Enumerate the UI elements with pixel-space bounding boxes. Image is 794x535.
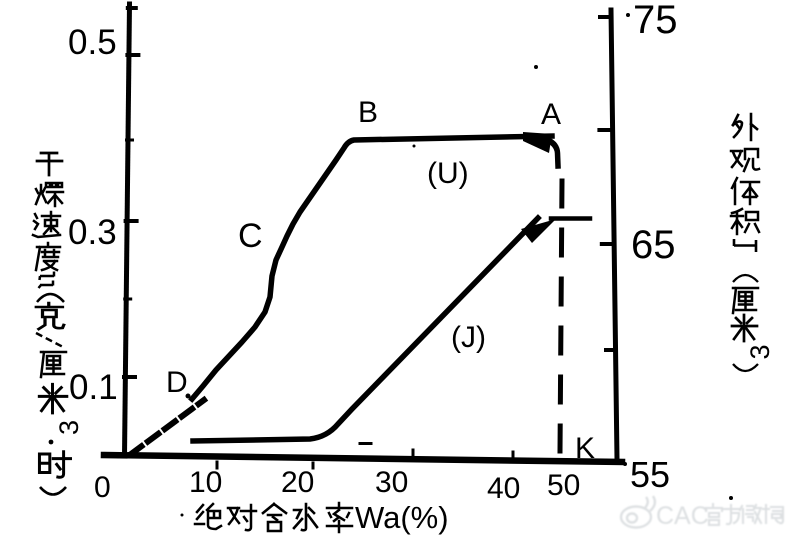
svg-text:0.3: 0.3	[68, 213, 117, 252]
svg-text:3: 3	[745, 344, 775, 359]
svg-text:D: D	[166, 366, 188, 399]
svg-text:20: 20	[281, 466, 314, 499]
svg-text:3: 3	[54, 420, 84, 435]
svg-text:0.5: 0.5	[68, 23, 117, 62]
svg-text:A: A	[541, 98, 561, 131]
svg-text:40: 40	[487, 472, 520, 505]
svg-text:75: 75	[633, 0, 678, 42]
svg-text:CAC: CAC	[656, 502, 709, 530]
svg-text:0.1: 0.1	[69, 368, 118, 407]
svg-text:65: 65	[631, 223, 676, 267]
svg-text:K: K	[575, 432, 595, 465]
svg-text:10: 10	[189, 466, 222, 499]
svg-text:50: 50	[547, 469, 580, 502]
svg-text:30: 30	[375, 466, 408, 499]
svg-text:55: 55	[630, 454, 670, 495]
svg-text:Wa(%): Wa(%)	[355, 500, 449, 535]
svg-text:(U): (U)	[427, 157, 469, 190]
svg-text:0: 0	[94, 471, 111, 504]
svg-text:(J): (J)	[451, 321, 486, 354]
svg-text:B: B	[358, 96, 378, 129]
svg-text:C: C	[238, 217, 263, 255]
